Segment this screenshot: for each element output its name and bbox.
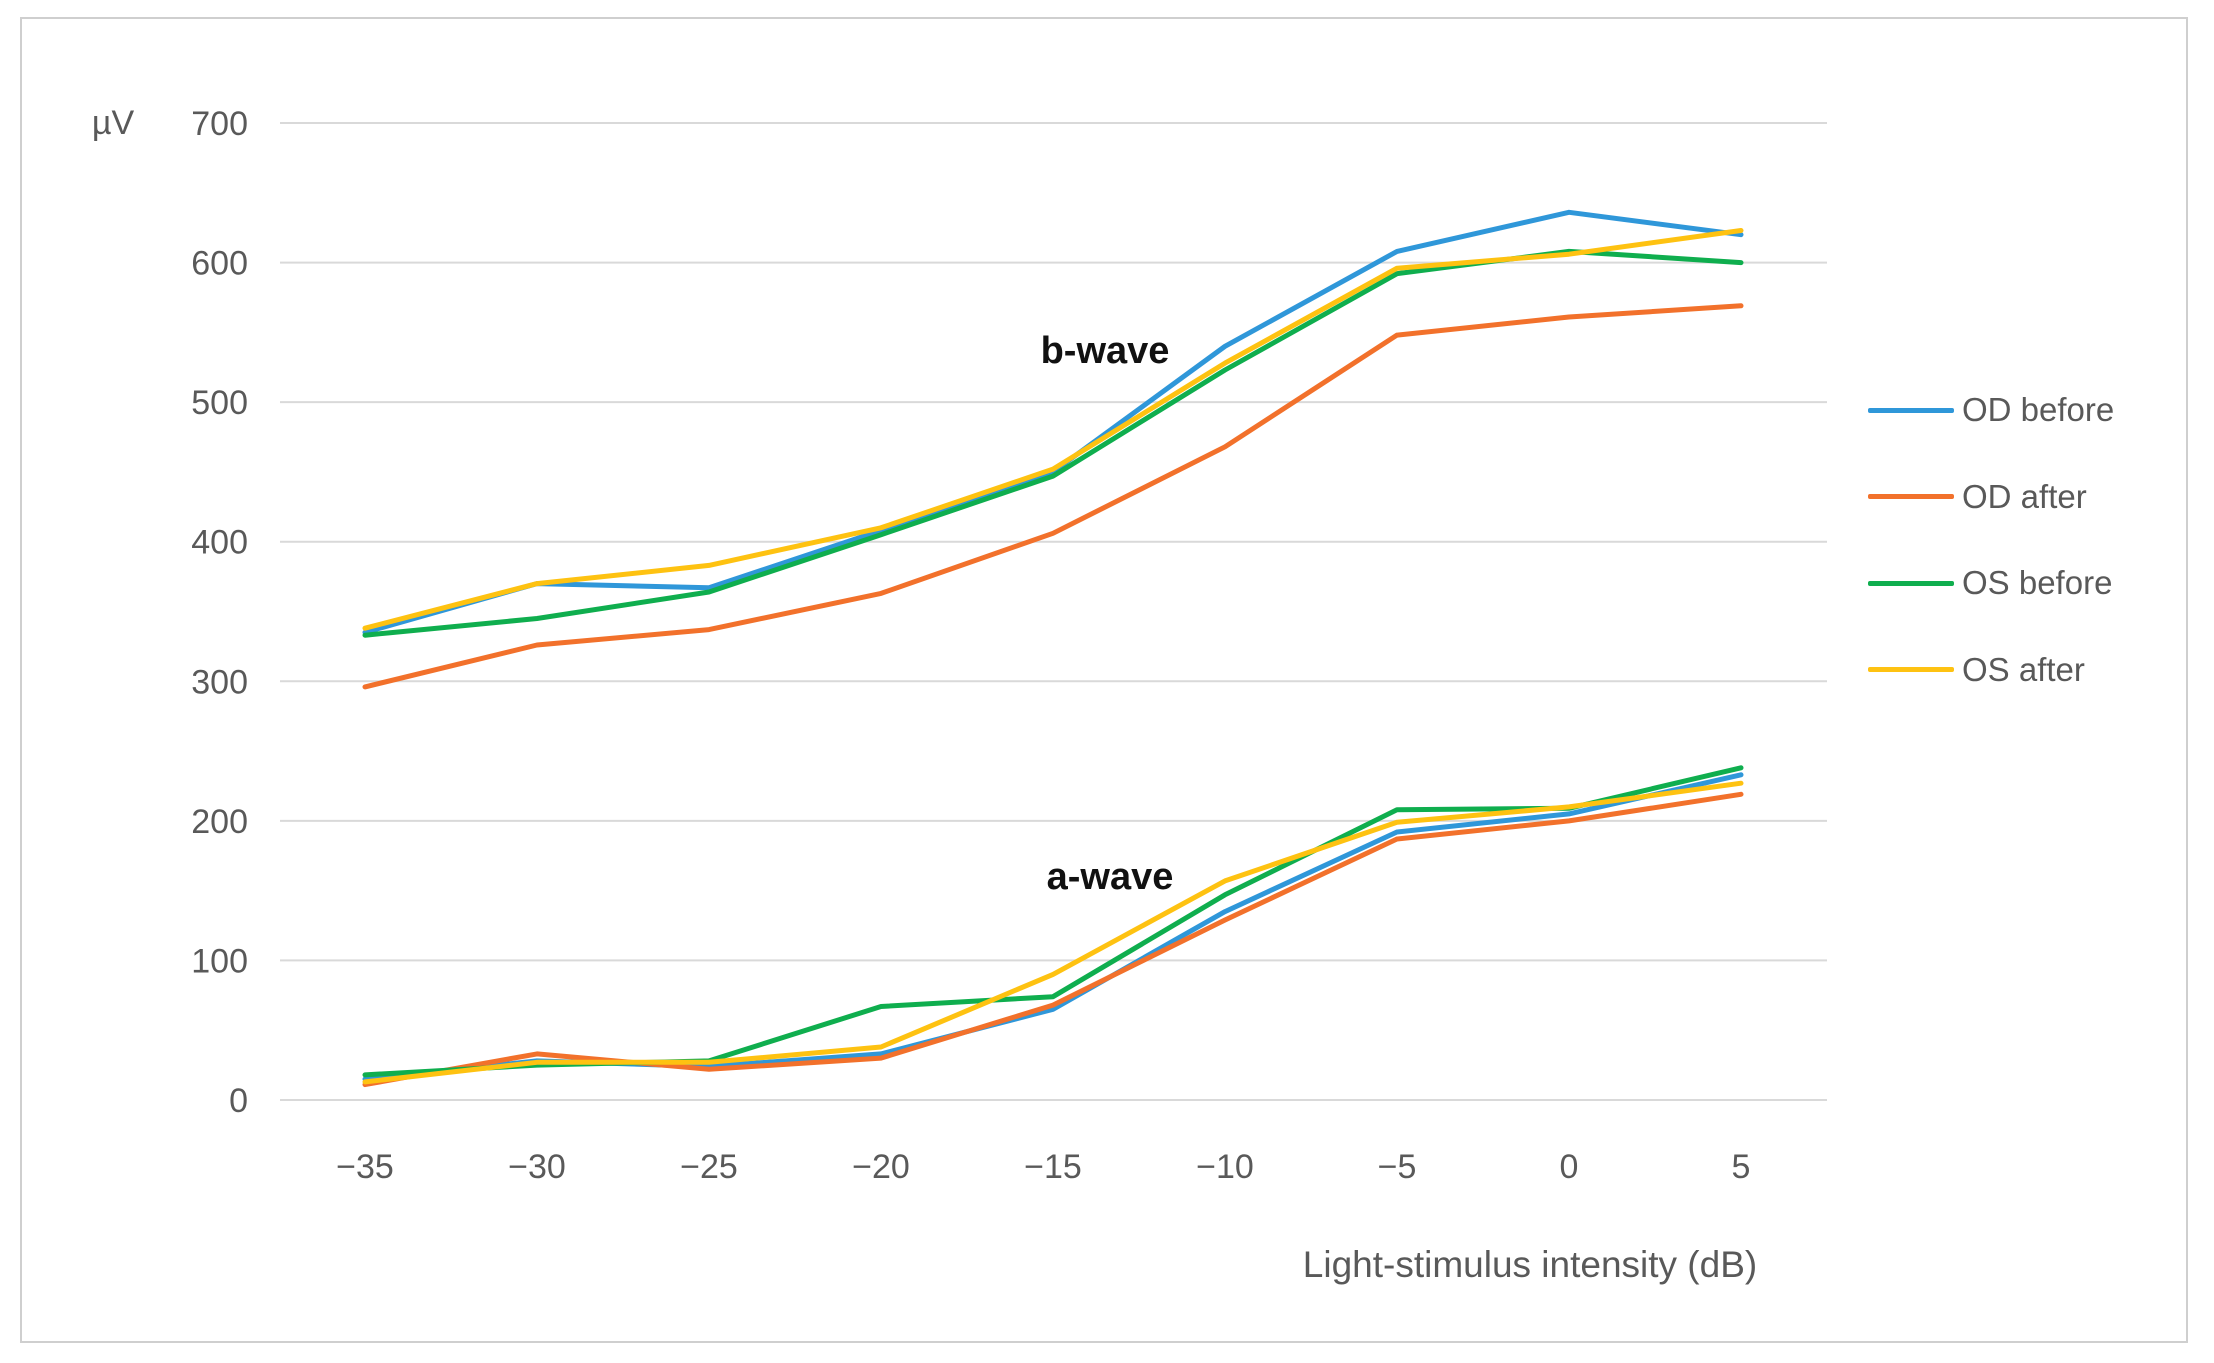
y-tick-label-400: 400: [191, 524, 248, 562]
y-tick-label-300: 300: [191, 663, 248, 701]
y-tick-label-600: 600: [191, 245, 248, 283]
legend-item-od-before: OD before: [1868, 389, 2114, 431]
series-line-a-wave-od-after: [362, 791, 1744, 1088]
x-tick-label--35: −35: [336, 1148, 394, 1186]
y-tick-label-700: 700: [191, 105, 248, 143]
y-tick-label-0: 0: [229, 1082, 248, 1120]
legend-item-od-after: OD after: [1868, 476, 2087, 518]
legend-label: OD before: [1962, 391, 2115, 428]
y-tick-label-100: 100: [191, 942, 248, 980]
x-tick-label-0: 0: [1560, 1148, 1579, 1186]
a-wave-annotation: a-wave: [1046, 856, 1174, 898]
series-line-a-wave-os-after: [362, 780, 1744, 1085]
series-line-b-wave-os-after: [362, 228, 1744, 631]
series-line-b-wave-od-after: [362, 303, 1744, 690]
legend-line-swatch: [1868, 667, 1954, 672]
b-wave-annotation: b-wave: [1040, 330, 1170, 372]
legend-item-os-before: OS before: [1868, 562, 2112, 604]
chart-legend: OD before OD after OS before OS after: [1868, 0, 2198, 1363]
legend-line-swatch: [1868, 407, 1954, 413]
x-tick-label--25: −25: [680, 1148, 738, 1186]
series-line-b-wave-od-before: [362, 209, 1744, 635]
legend-line-swatch: [1868, 494, 1954, 499]
y-tick-label-500: 500: [191, 384, 248, 422]
x-tick-label--30: −30: [508, 1148, 566, 1186]
legend-label: OS before: [1962, 564, 2113, 601]
series-line-a-wave-os-before: [362, 765, 1744, 1078]
chart-frame-border: [20, 17, 2188, 1343]
y-axis-unit-label: µV: [91, 104, 135, 142]
x-tick-label--10: −10: [1196, 1148, 1254, 1186]
y-tick-label-200: 200: [191, 803, 248, 841]
legend-line-swatch: [1868, 580, 1954, 586]
x-tick-label--20: −20: [852, 1148, 910, 1186]
legend-label: OS after: [1962, 650, 2085, 688]
x-tick-label--5: −5: [1378, 1148, 1417, 1186]
x-axis-title: Light-stimulus intensity (dB): [1302, 1244, 1758, 1285]
legend-label: OD after: [1962, 477, 2087, 515]
x-tick-label--15: −15: [1024, 1148, 1082, 1186]
legend-item-os-after: OS after: [1868, 649, 2085, 691]
x-tick-label-5: 5: [1732, 1148, 1751, 1186]
